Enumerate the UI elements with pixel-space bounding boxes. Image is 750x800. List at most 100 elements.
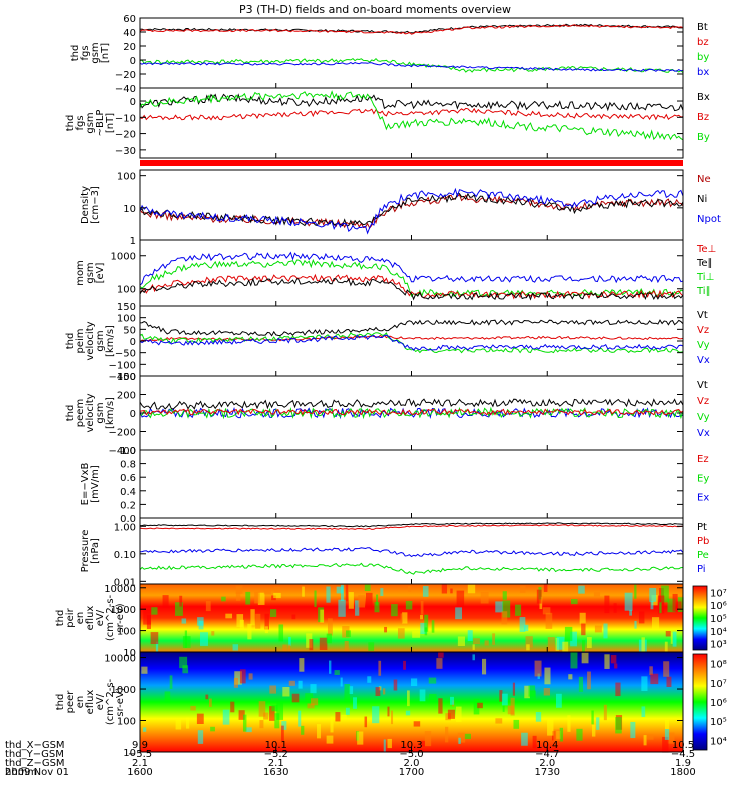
y-tick-label: 40 [123,28,136,39]
y-tick-label: 50 [123,325,136,336]
legend-entry: Ez [697,454,709,465]
spectrogram-patch [553,729,561,741]
date-label: 2009 Nov 01 [5,767,69,778]
y-tick-label: 1.0 [120,446,136,457]
y-axis-label-line: sr-eV) [115,687,126,716]
y-axis-label-line: en [75,696,86,709]
spectrogram-patch [455,607,462,620]
legend-entry: Ex [697,493,709,504]
series-line-Bz [139,107,684,121]
x-tick-label: 1630 [263,767,288,778]
spectrogram-patch [641,706,646,717]
y-tick-label: 0.0 [120,514,136,525]
spectrogram-patch [581,640,585,658]
y-axis-label-line: eflux [85,690,96,715]
y-tick-label: −50 [115,349,136,360]
spectrogram-patch [364,584,371,591]
spectrogram-patch [232,644,239,651]
colorbar-tick-label: 10⁵ [710,717,727,728]
panel-frame [139,517,684,585]
spectrogram-patch [269,609,277,617]
y-tick-label: 10000 [104,654,136,665]
spectrogram-patch [336,586,344,594]
spectrogram-patch [666,676,672,687]
spectrogram-patch [578,585,585,594]
y-axis-label: thdpeerenefluxeV/(cm^2-s-sr-eV) [55,678,126,725]
spectrogram-patch [559,727,564,742]
spectrogram-patch [273,592,281,599]
spectrogram-patch [221,596,226,602]
spectrogram-patch [502,600,511,618]
y-axis-label-line: [km/s] [105,397,116,429]
spectrogram-patch [364,716,368,728]
spectrogram-patch [142,727,147,732]
spectrogram-patch [365,592,373,610]
y-tick-label: −200 [109,428,136,439]
spectrogram [140,584,683,652]
spectrogram-patch [291,693,300,703]
y-axis-label: momgsm[eV] [75,260,106,286]
figure-title: P3 (TH-D) fields and on-board moments ov… [239,3,511,16]
spectrogram-patch [375,687,381,697]
spectrogram-patch [334,670,340,675]
spectrogram-patch [320,609,325,623]
y-axis-label: thdpeirenefluxeV/(cm^2-s-sr-eV) [55,594,126,641]
spectrogram-patch [568,674,573,680]
spectrogram-patch [579,612,586,624]
y-axis-label-line: [nPa] [90,538,101,564]
spectrogram-patch [438,652,444,658]
legend-entry: Ti∥ [696,286,711,297]
y-tick-label: 1000 [111,252,136,263]
spectrogram-patch [281,721,287,730]
y-tick-label: −30 [115,146,136,157]
colorbar-tick-label: 10⁶ [710,601,727,612]
spectrogram-patch [287,644,291,657]
spectrogram-patch [258,701,266,717]
spectrogram-patch [412,631,421,638]
y-axis-label-line: peer [65,690,76,714]
panel-frame [139,449,684,519]
spectrogram-patch [524,624,529,632]
y-tick-label: 200 [117,391,136,402]
y-tick-label: 100 [117,172,136,183]
y-axis-label-line: eV/ [95,609,106,626]
spectrogram-patch [670,632,673,644]
series-line-Bt [139,23,684,34]
spectrogram-patch [155,641,159,653]
spectrogram-patch [473,698,480,715]
spectrogram-patch [450,696,454,705]
spectrogram-patch [282,686,290,697]
spectrogram-patch [436,658,443,669]
legend-entry: by [697,52,709,63]
x-tick-label: 10.4 [536,740,558,751]
spectrogram-patch [562,641,569,657]
y-axis-label-line: velocity [85,321,96,360]
spectrogram-patch [650,600,654,610]
y-axis-label-line: peem [75,399,86,427]
spectrogram-patch [594,625,602,633]
spectrogram-patch [355,600,360,616]
spectrogram-patch [542,607,551,615]
spectrogram-patch [338,599,346,617]
panel-2: 0 −10 −20 −30 thdfgsgsm~BLP[nT] Bx Bz By [65,87,710,159]
spectrogram-patch [302,586,305,597]
y-tick-label: −100 [109,360,136,371]
spectrogram-patch [482,658,487,675]
spectrogram-patch [567,715,571,732]
spectrogram-patch [591,724,596,737]
spectrogram-patch [175,602,183,616]
y-tick-label: 10 [123,204,136,215]
spectrogram-patch [306,633,313,648]
spectrogram-patch [526,644,530,651]
spectrogram-patch [513,719,520,729]
spectrogram-patch [235,587,241,601]
x-tick-label: −4.5 [671,749,695,760]
spectrogram-patch [547,719,554,736]
series-line-By [139,90,684,141]
spectrogram-patch [390,710,394,725]
spectrogram-patch [634,620,637,629]
y-axis-label-line: peim [75,328,86,353]
spectrogram-patch [222,709,230,725]
spectrogram-patch [400,613,403,623]
spectrogram-patch [649,666,653,675]
